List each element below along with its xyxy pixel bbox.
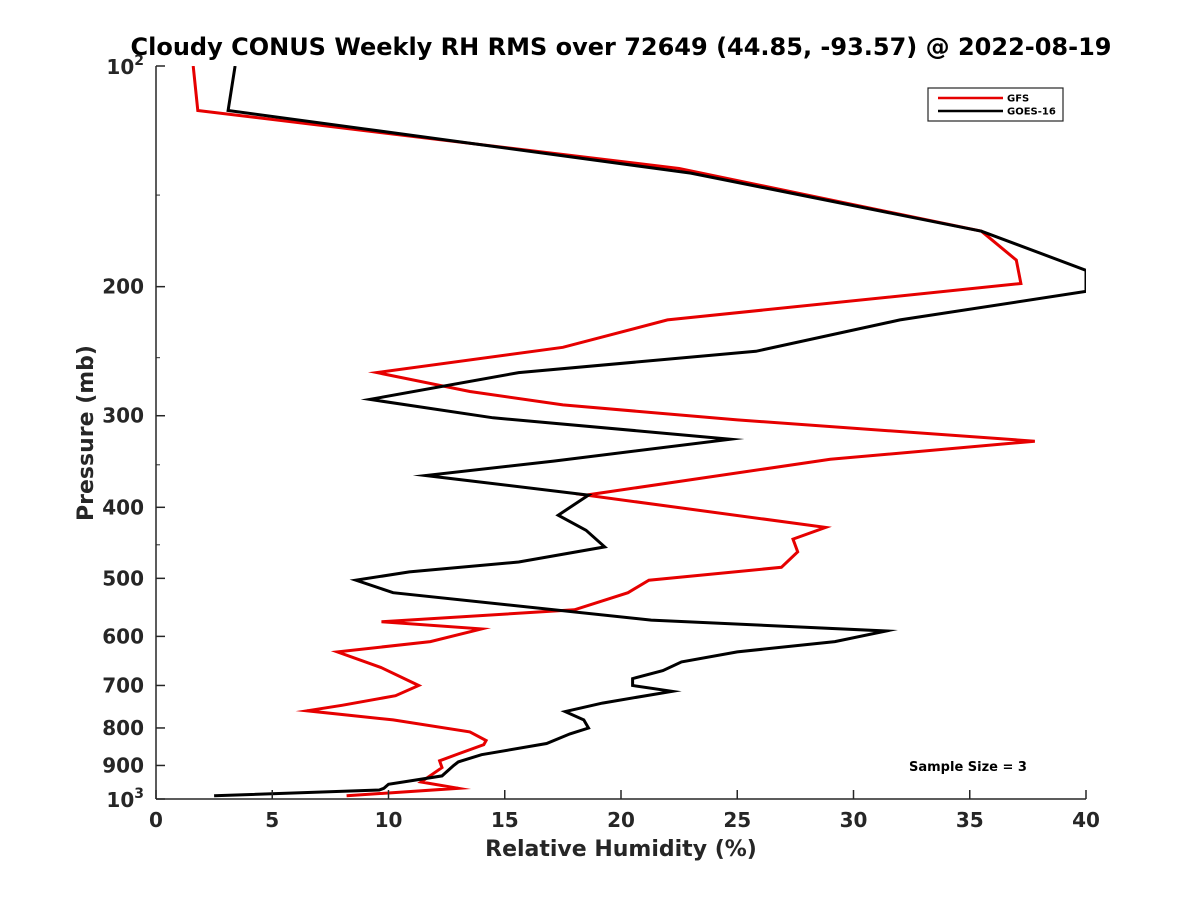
y-tick-label: 103 xyxy=(106,786,144,812)
legend-box xyxy=(927,87,1064,122)
y-tick-label: 400 xyxy=(102,495,144,519)
x-tick-label: 25 xyxy=(723,808,751,832)
sample-size-annotation: Sample Size = 3 xyxy=(909,760,1027,775)
x-tick-label: 5 xyxy=(265,808,279,832)
y-tick-label: 700 xyxy=(102,673,144,697)
legend-label-goes16: GOES-16 xyxy=(1007,107,1056,118)
x-tick-label: 0 xyxy=(149,808,163,832)
axes: 0 5 10 15 20 25 30 35 40 102 200 300 400 500 600 700 800… xyxy=(102,53,1100,832)
legend-label-gfs: GFS xyxy=(1007,94,1029,105)
series-line-goes16 xyxy=(214,66,1086,798)
series-layer xyxy=(191,66,1086,798)
y-tick-label: 800 xyxy=(102,716,144,740)
x-axis-label: Relative Humidity (%) xyxy=(485,837,757,862)
y-tick-label: 200 xyxy=(102,275,144,299)
y-tick-label: 500 xyxy=(102,566,144,590)
x-tick-label: 15 xyxy=(491,808,519,832)
x-tick-label: 20 xyxy=(607,808,635,832)
x-tick-label: 10 xyxy=(375,808,403,832)
x-tick-label: 40 xyxy=(1072,808,1100,832)
x-tick-label: 35 xyxy=(956,808,984,832)
x-tick-label: 30 xyxy=(840,808,868,832)
y-tick-label: 900 xyxy=(102,753,144,777)
legend: GFS GOES-16 xyxy=(927,87,1064,122)
y-tick-label: 300 xyxy=(102,404,144,428)
y-tick-label: 102 xyxy=(106,53,144,79)
y-axis-label: Pressure (mb) xyxy=(74,345,99,521)
series-line-gfs xyxy=(191,66,1035,798)
chart-title: Cloudy CONUS Weekly RH RMS over 72649 (4… xyxy=(131,33,1112,61)
y-tick-label: 600 xyxy=(102,624,144,648)
